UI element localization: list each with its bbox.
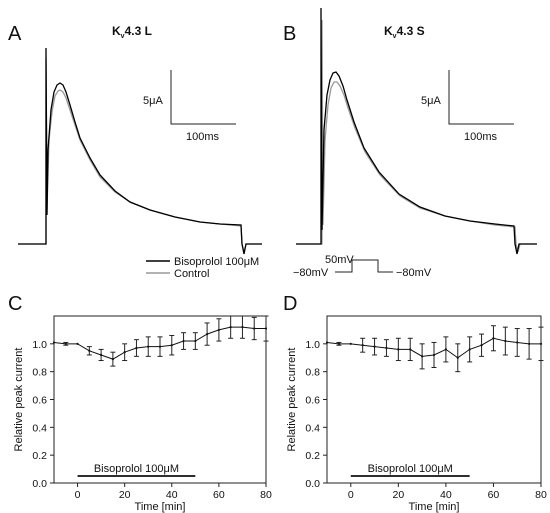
x-tick-label-d: 40 (440, 489, 452, 501)
bisoprolol-trace-b (296, 7, 537, 255)
x-tick-label-c: 20 (119, 489, 131, 501)
data-point-c (111, 358, 114, 361)
protocol-step-label: 50mV (325, 254, 354, 266)
data-point-d (528, 342, 531, 345)
data-point-c (182, 339, 185, 343)
data-point-c (52, 341, 56, 344)
svg-text:Kv4.3 S: Kv4.3 S (384, 24, 425, 40)
data-point-d (492, 337, 495, 340)
x-tick-label-d: 0 (348, 489, 354, 501)
scale-current-label-b: 5μA (421, 95, 441, 107)
data-point-c (264, 327, 268, 330)
data-point-d (385, 346, 388, 350)
data-point-d (409, 348, 412, 351)
trace-title-a: Kv4.3 L (112, 24, 152, 40)
data-point-c (253, 327, 256, 330)
data-point-d (325, 341, 329, 344)
panel-letter-c: C (8, 293, 22, 315)
data-point-d (373, 345, 376, 348)
protocol-hold-left-label: −80mV (293, 267, 329, 279)
y-tick-label-d: 1.0 (305, 339, 320, 351)
trace-title-b: Kv4.3 S (384, 24, 425, 40)
data-point-d (397, 348, 400, 351)
x-tick-label-d: 20 (392, 489, 404, 501)
chart-panel-c: 0 20 40 60 80 0.0 0.2 0.4 0.6 0.8 1.0 Time [min] Rel… (13, 315, 272, 513)
treatment-label-c: Bisoprolol 100μM (94, 463, 179, 475)
control-trace-b (296, 19, 537, 253)
data-point-c (123, 351, 126, 354)
scale-current-label-a: 5μA (143, 95, 163, 107)
data-point-d (504, 339, 507, 343)
y-tick-label-d: 0.2 (305, 450, 320, 462)
panel-letter-b: B (283, 23, 296, 45)
data-point-d (539, 342, 543, 345)
data-point-d (337, 342, 340, 345)
data-point-d (361, 344, 364, 347)
data-point-c (158, 345, 162, 348)
x-axis-label-c: Time [min] (135, 501, 186, 513)
scale-bar-a: 5μA 100ms (143, 70, 236, 143)
y-tick-label-d: 0.6 (305, 395, 320, 407)
data-point-c (229, 326, 232, 329)
protocol-hold-right-label: −80mV (396, 267, 432, 279)
y-tick-label-c: 0.2 (32, 450, 47, 462)
data-point-c (194, 339, 197, 343)
y-tick-label-c: 0.4 (32, 422, 47, 434)
data-point-d (516, 341, 519, 344)
data-point-c (147, 345, 150, 348)
data-point-c (206, 332, 209, 336)
y-tick-label-c: 0.0 (32, 478, 47, 490)
control-trace-a (18, 57, 262, 253)
bisoprolol-trace-a (18, 47, 262, 255)
data-point-c (64, 342, 67, 345)
data-point-c (170, 344, 173, 347)
panel-letter-a: A (8, 23, 22, 45)
x-axis-label-d: Time [min] (409, 501, 460, 513)
voltage-protocol: 50mV −80mV −80mV (293, 254, 432, 279)
data-point-d (421, 355, 424, 358)
y-tick-label-c: 0.8 (32, 367, 47, 379)
data-point-d (456, 356, 459, 359)
scale-time-label-b: 100ms (464, 131, 498, 143)
trace-panel-b (296, 7, 537, 255)
y-tick-label-d: 0.0 (305, 478, 320, 490)
x-tick-label-d: 80 (535, 489, 547, 501)
x-tick-label-c: 0 (75, 489, 81, 501)
data-point-d (432, 353, 436, 357)
panel-letter-d: D (283, 293, 297, 315)
data-point-c (217, 328, 220, 332)
data-point-c (241, 326, 244, 329)
y-tick-label-c: 1.0 (32, 339, 47, 351)
data-point-d (444, 348, 447, 351)
data-point-d (468, 348, 471, 351)
y-tick-label-c: 0.6 (32, 395, 47, 407)
x-tick-label-c: 40 (166, 489, 178, 501)
y-axis-label-c: Relative peak current (13, 348, 25, 452)
scale-time-label-a: 100ms (186, 131, 220, 143)
data-point-d (480, 344, 483, 347)
x-tick-label-d: 60 (488, 489, 500, 501)
legend: Bisoprolol 100μM Control (146, 256, 259, 280)
x-tick-label-c: 80 (260, 489, 272, 501)
chart-panel-d: 0 20 40 60 80 0.0 0.2 0.4 0.6 0.8 1.0 Time [min] Rel… (286, 315, 547, 513)
treatment-label-d: Bisoprolol 100μM (368, 463, 453, 475)
y-tick-label-d: 0.8 (305, 367, 320, 379)
y-tick-label-d: 0.4 (305, 422, 320, 434)
data-point-c (100, 353, 103, 357)
data-point-c (135, 346, 138, 350)
data-point-d (349, 342, 352, 345)
y-axis-label-d: Relative peak current (286, 348, 298, 452)
legend-label-control: Control (174, 268, 209, 280)
x-tick-label-c: 60 (213, 489, 225, 501)
svg-text:Kv4.3 L: Kv4.3 L (112, 24, 152, 40)
data-point-c (76, 342, 79, 345)
scale-bar-b: 5μA 100ms (421, 70, 514, 143)
trace-panel-a (18, 47, 262, 255)
legend-label-bisoprolol: Bisoprolol 100μM (174, 256, 259, 268)
data-point-c (88, 349, 91, 352)
